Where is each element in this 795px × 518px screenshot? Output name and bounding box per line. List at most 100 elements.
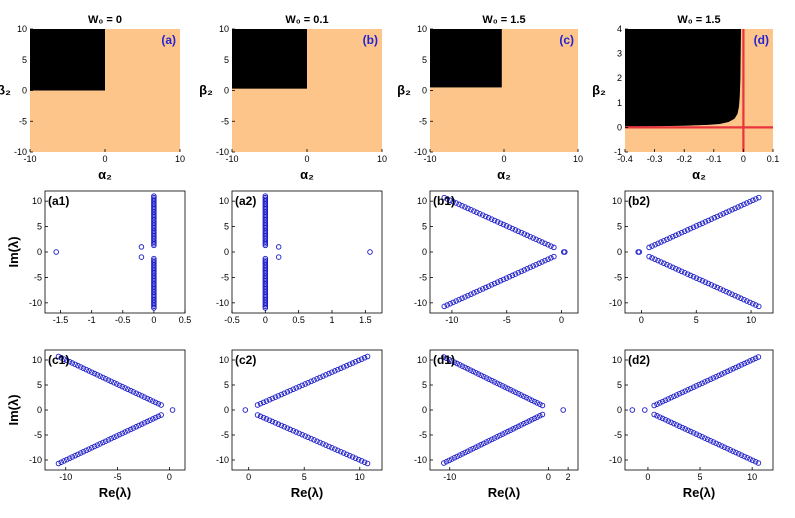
y-tick-label: 10	[219, 196, 229, 206]
eigenvalue-point-branch0	[548, 243, 554, 249]
eigenvalue-point-branch1	[471, 290, 477, 296]
eigenvalue-point-branch0	[287, 387, 294, 394]
eigenvalue-point-branch1	[66, 455, 73, 462]
eigenvalue-point	[642, 407, 648, 413]
eigenvalue-point-branch1	[646, 253, 652, 260]
eigenvalue-point-branch1	[278, 422, 285, 429]
eigenvalue-point-branch1	[539, 411, 546, 418]
eigenvalue-point-branch1	[507, 427, 514, 433]
dark-region-1	[30, 29, 105, 91]
eigenvalue-point-branch0	[651, 402, 657, 409]
eigenvalue-point-branch0	[144, 395, 151, 402]
eigenvalue-point-branch1	[305, 434, 311, 441]
eigenvalue-point-branch1	[323, 442, 329, 448]
eigenvalue-point-branch1	[451, 455, 458, 461]
eigenvalue-point-branch1	[473, 444, 479, 451]
eigenvalue-point-branch0	[724, 368, 731, 375]
eigenvalue-point-branch1	[483, 439, 490, 445]
panel-label: (b1)	[433, 194, 455, 208]
y-tick-label: -5	[419, 430, 427, 440]
x-axis-label: Re(λ)	[291, 485, 324, 500]
eigenvalue-point-branch1	[513, 424, 519, 431]
x-axis-label: α₂	[98, 167, 112, 182]
eigenvalue-point-branch0	[257, 400, 264, 407]
eigenvalue-point-branch1	[702, 279, 709, 285]
eigenvalue-point-branch0	[502, 384, 508, 390]
eigenvalue-point-branch0	[649, 243, 655, 249]
eigenvalue-point-branch1	[688, 428, 694, 435]
eigenvalue-point-branch0	[454, 360, 460, 367]
eigenvalue-point-branch1	[459, 451, 466, 457]
eigenvalue-point-branch1	[467, 447, 474, 453]
plot-area	[430, 191, 578, 313]
panel-label: (a)	[161, 33, 176, 47]
eigenvalue-point-branch0	[521, 231, 528, 237]
eigenvalue-point-branch1	[755, 460, 762, 466]
eigenvalue-point-branch0	[69, 360, 76, 366]
eigenvalue-point-branch0	[314, 376, 320, 382]
eigenvalue-point-branch1	[457, 452, 463, 458]
eigenvalue-point	[562, 249, 568, 255]
eigenvalue-point-branch1	[753, 302, 759, 308]
x-tick-label: 10	[573, 154, 583, 164]
eigenvalue-point-branch0	[707, 376, 714, 383]
eigenvalue-point-branch1	[80, 448, 87, 455]
eigenvalue-point-branch1	[527, 264, 533, 271]
eigenvalue-point-branch0	[480, 212, 486, 218]
eigenvalue-point-branch1	[670, 264, 676, 271]
eigenvalue-point-branch0	[474, 209, 480, 216]
y-tick-label: 5	[224, 222, 229, 232]
eigenvalue-point-branch0	[676, 390, 683, 397]
eigenvalue-point-branch1	[272, 420, 279, 426]
eigenvalue-point-branch0	[86, 368, 92, 374]
eigenvalue-point-branch1	[343, 451, 350, 458]
x-tick-label: -0.2	[676, 154, 692, 164]
eigenvalue-point-branch1	[130, 425, 137, 431]
eigenvalue-point-branch1	[133, 424, 139, 430]
panel-c: -10 0 10 10 5 0 -5 -10 W₀ = 1.5 α₂ β₂ (c)	[397, 14, 583, 182]
eigenvalue-point-branch0	[364, 353, 371, 360]
y-tick-label: -10	[609, 298, 622, 308]
eigenvalue-point-branch1	[474, 288, 480, 295]
panel-label: (c2)	[235, 353, 256, 367]
eigenvalue-point-branch1	[714, 284, 721, 291]
eigenvalue-point-branch1	[77, 450, 84, 456]
eigenvalue-point-branch1	[491, 435, 498, 441]
eigenvalue-point-branch1	[719, 443, 725, 449]
eigenvalue-point-branch0	[338, 365, 344, 372]
eigenvalue-point-branch0	[91, 370, 98, 377]
y-tick-label: 0	[224, 86, 229, 96]
eigenvalue-point-branch0	[263, 398, 270, 404]
eigenvalue-point	[635, 249, 641, 255]
eigenvalue-point-branch1	[349, 454, 356, 460]
eigenvalue-point-branch0	[278, 391, 285, 398]
y-tick-label: 10	[17, 24, 27, 34]
eigenvalue-point-branch0	[673, 232, 679, 239]
x-tick-label: 0	[304, 154, 309, 164]
eigenvalue-point-branch0	[254, 402, 261, 408]
eigenvalue-point-branch1	[91, 443, 98, 450]
y-tick-label: -10	[216, 147, 229, 157]
y-tick-label: 0	[224, 405, 229, 415]
eigenvalue-point-branch1	[747, 299, 753, 306]
eigenvalue-point-branch1	[254, 412, 261, 418]
eigenvalue-point-col1	[262, 301, 269, 308]
eigenvalue-point-branch1	[515, 423, 522, 430]
eigenvalue-point-branch0	[741, 360, 748, 367]
eigenvalue-point-branch1	[733, 449, 739, 456]
eigenvalue-point-branch1	[693, 431, 700, 437]
eigenvalue-point-branch0	[723, 209, 729, 216]
eigenvalue-point-branch0	[500, 221, 507, 228]
eigenvalue-point-branch0	[125, 386, 131, 393]
eigenvalue-point	[138, 244, 145, 250]
eigenvalue-point-branch1	[531, 415, 538, 422]
eigenvalue-point-branch0	[260, 399, 267, 406]
eigenvalue-point-branch0	[657, 400, 663, 406]
y-tick-label: 0	[422, 86, 427, 96]
eigenvalue-point-branch1	[679, 424, 686, 431]
x-axis-label: α₂	[497, 167, 511, 182]
eigenvalue-point-branch0	[478, 372, 484, 379]
x-tick-label: 0.5	[292, 315, 305, 325]
eigenvalue-point-branch1	[685, 427, 691, 433]
eigenvalue-point-branch0	[152, 399, 159, 406]
